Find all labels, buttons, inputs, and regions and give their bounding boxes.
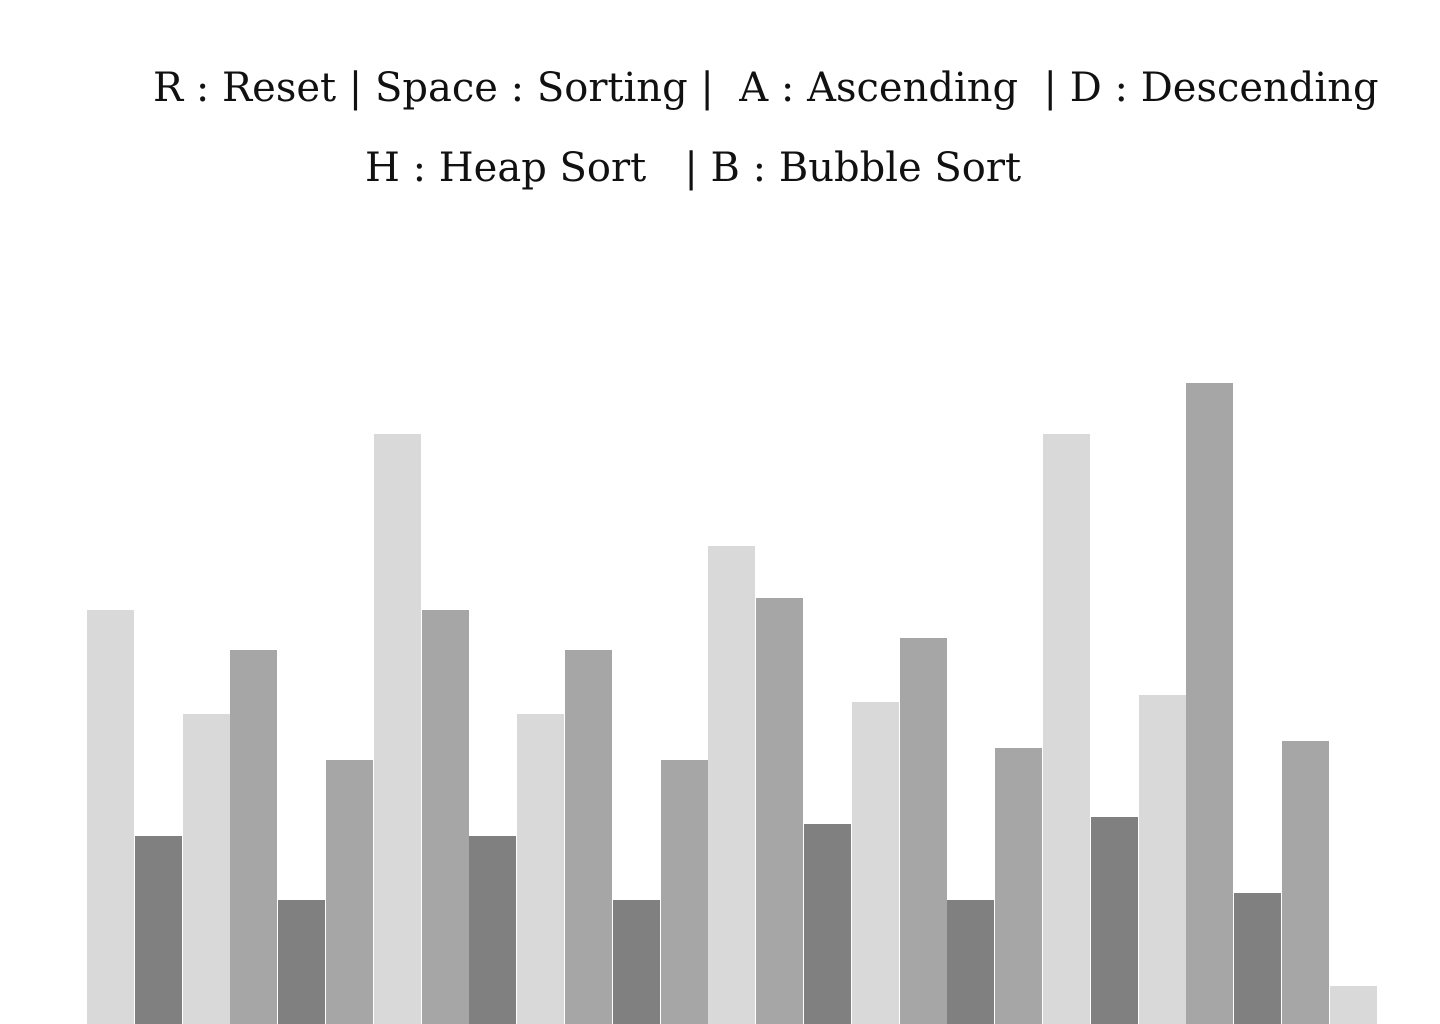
array-bar xyxy=(469,836,517,1024)
array-bar xyxy=(134,836,182,1024)
array-bar xyxy=(1090,817,1138,1024)
key-controls-line-1: R : Reset | Space : Sorting | A : Ascend… xyxy=(153,65,1379,111)
array-bar xyxy=(1186,383,1234,1024)
array-bar xyxy=(851,702,899,1024)
array-bar xyxy=(278,900,326,1024)
array-bar xyxy=(565,650,612,1024)
array-bar xyxy=(1138,695,1186,1024)
array-bar xyxy=(326,760,373,1024)
array-bar xyxy=(230,650,278,1024)
array-bar xyxy=(660,760,708,1024)
array-bar xyxy=(995,748,1043,1024)
array-bar xyxy=(947,900,995,1024)
array-bar xyxy=(804,824,851,1024)
array-bar xyxy=(899,638,947,1024)
array-bar xyxy=(756,598,804,1024)
array-bar xyxy=(612,900,660,1024)
array-bar xyxy=(1329,986,1377,1024)
key-controls-line-2: H : Heap Sort | B : Bubble Sort xyxy=(365,145,1022,191)
array-bar xyxy=(1043,434,1090,1024)
array-bar xyxy=(421,610,469,1024)
array-bar xyxy=(373,434,421,1024)
array-bar xyxy=(182,714,230,1024)
array-bar xyxy=(517,714,565,1024)
array-bar xyxy=(708,546,756,1024)
array-bar xyxy=(1282,741,1329,1024)
array-bar xyxy=(1234,893,1282,1024)
array-bar xyxy=(87,610,134,1024)
